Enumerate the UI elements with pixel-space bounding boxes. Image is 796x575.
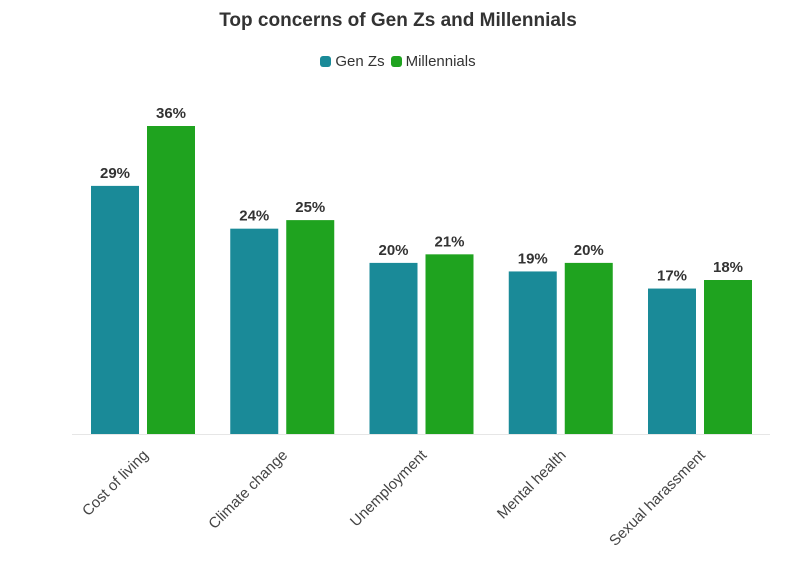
legend-swatch-millennials — [390, 56, 402, 67]
bar-gen-zs-cost-of-living[interactable] — [91, 185, 139, 434]
bar-millennials-mental-health[interactable] — [564, 262, 613, 434]
data-label-millennials-sexual-harassment: 18% — [713, 259, 743, 276]
bar-gen-zs-sexual-harassment[interactable] — [648, 288, 696, 434]
legend-label-gen-zs: Gen Zs — [335, 53, 385, 70]
data-label-gen-zs-climate-change: 24% — [239, 208, 269, 225]
legend-item-gen-zs[interactable]: Gen Zs — [320, 53, 385, 70]
x-tick-label-climate-change: Climate change — [205, 447, 291, 533]
data-label-millennials-climate-change: 25% — [295, 199, 325, 216]
legend-label-millennials: Millennials — [405, 53, 476, 70]
x-tick-label-cost-of-living: Cost of living — [79, 447, 152, 520]
legend: Gen Zs Millennials — [0, 53, 796, 70]
bar-millennials-sexual-harassment[interactable] — [704, 280, 752, 434]
data-label-millennials-mental-health: 20% — [574, 242, 604, 259]
data-label-millennials-unemployment: 21% — [434, 233, 464, 250]
data-label-millennials-cost-of-living: 36% — [156, 105, 186, 122]
x-tick-label-sexual-harassment: Sexual harassment — [606, 446, 709, 549]
bar-gen-zs-unemployment[interactable] — [369, 262, 418, 434]
legend-swatch-gen-zs — [320, 56, 332, 67]
chart-title: Top concerns of Gen Zs and Millennials — [219, 10, 577, 31]
bar-millennials-cost-of-living[interactable] — [147, 126, 195, 434]
x-tick-label-mental-health: Mental health — [494, 447, 570, 523]
data-label-gen-zs-mental-health: 19% — [518, 250, 548, 267]
bar-gen-zs-climate-change[interactable] — [230, 228, 279, 434]
bar-millennials-unemployment[interactable] — [425, 254, 474, 434]
legend-item-millennials[interactable]: Millennials — [390, 53, 476, 70]
bar-millennials-climate-change[interactable] — [286, 220, 335, 434]
data-label-gen-zs-cost-of-living: 29% — [100, 165, 130, 182]
x-tick-label-unemployment: Unemployment — [347, 446, 431, 530]
bar-gen-zs-mental-health[interactable] — [508, 271, 557, 434]
data-label-gen-zs-unemployment: 20% — [378, 242, 408, 259]
data-label-gen-zs-sexual-harassment: 17% — [657, 268, 687, 285]
